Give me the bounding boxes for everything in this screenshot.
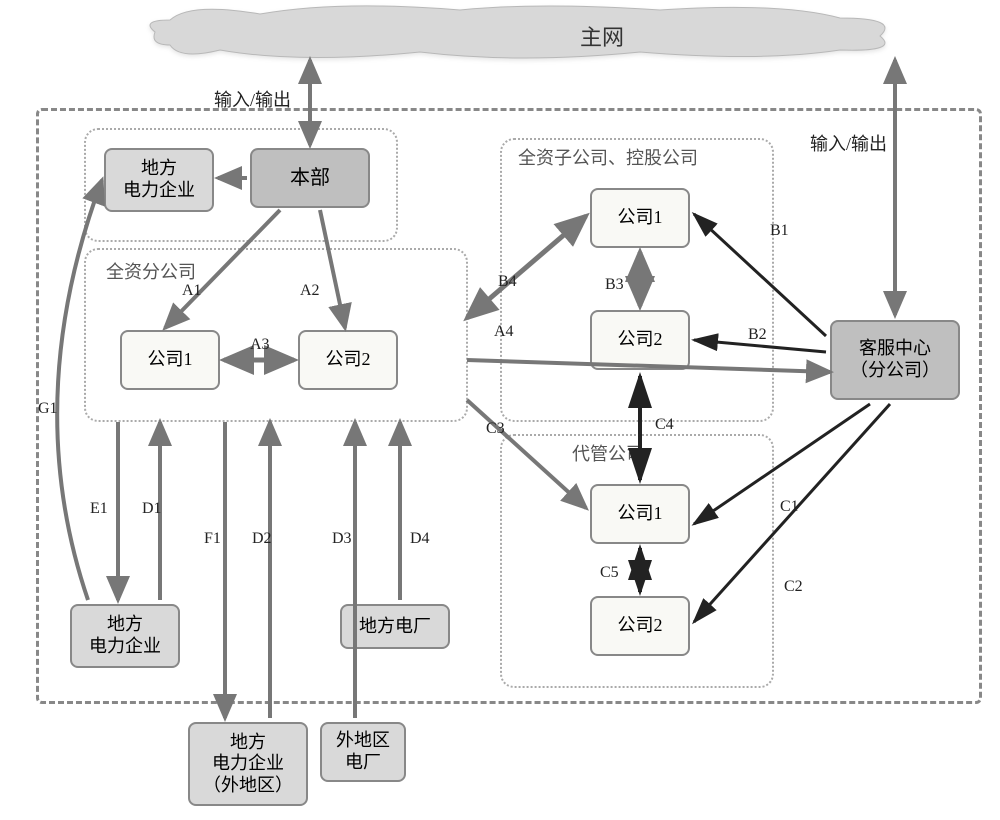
edge-label-F1: F1	[204, 530, 221, 548]
node-sub-co2: 公司2	[590, 310, 690, 370]
edge-label-A3: A3	[250, 336, 270, 354]
node-local-power-bottom: 地方 电力企业	[70, 604, 180, 668]
edge-label-D2: D2	[252, 530, 272, 548]
group-custodian-label: 代管公司	[572, 440, 644, 466]
edge-label-D3: D3	[332, 530, 352, 548]
edge-label-D1: D1	[142, 500, 162, 518]
edge-label-A1: A1	[182, 282, 202, 300]
edge-label-B1: B1	[770, 222, 789, 240]
node-local-power-bottom-label: 地方 电力企业	[89, 614, 161, 657]
edge-label-E1: E1	[90, 500, 108, 518]
edge-label-C2: C2	[784, 578, 803, 596]
node-csc: 客服中心 （分公司）	[830, 320, 960, 400]
edge-label-A4: A4	[494, 323, 514, 341]
node-local-power-out-label: 地方 电力企业 （外地区）	[203, 732, 293, 797]
edge-label-A2: A2	[300, 282, 320, 300]
edge-label-B3: B3	[605, 276, 624, 294]
edge-label-C1: C1	[780, 498, 799, 516]
group-branches-label: 全资分公司	[106, 258, 196, 284]
node-external-plant: 外地区 电厂	[320, 722, 406, 782]
node-branch-co2: 公司2	[298, 330, 398, 390]
node-local-plant: 地方电厂	[340, 604, 450, 649]
io-label-right: 输入/输出	[810, 130, 887, 156]
group-subsidiaries	[500, 138, 774, 422]
cloud-main-grid	[140, 0, 900, 70]
node-cust-co2: 公司2	[590, 596, 690, 656]
edge-label-C3: C3	[486, 420, 505, 438]
node-hq: 本部	[250, 148, 370, 208]
cloud-label: 主网	[580, 20, 624, 52]
edge-label-B4: B4	[498, 273, 517, 291]
node-cust-co1: 公司1	[590, 484, 690, 544]
node-external-plant-label: 外地区 电厂	[336, 730, 390, 773]
group-subsidiaries-label: 全资子公司、控股公司	[518, 144, 698, 170]
node-sub-co1: 公司1	[590, 188, 690, 248]
node-branch-co1: 公司1	[120, 330, 220, 390]
edge-label-D4: D4	[410, 530, 430, 548]
edge-label-B2: B2	[748, 326, 767, 344]
diagram-canvas: 主网 全资分公司 全资子公司、控股公司 代管公司 输入/输出 输入/输出 本部 …	[0, 0, 1000, 820]
node-csc-label: 客服中心 （分公司）	[850, 338, 940, 381]
edge-label-C5: C5	[600, 564, 619, 582]
edge-label-C4: C4	[655, 416, 674, 434]
edge-label-G1: G1	[38, 400, 58, 418]
node-local-power-top-label: 地方 电力企业	[123, 158, 195, 201]
node-local-power-top: 地方 电力企业	[104, 148, 214, 212]
io-label-left: 输入/输出	[214, 86, 291, 112]
node-local-power-out: 地方 电力企业 （外地区）	[188, 722, 308, 806]
